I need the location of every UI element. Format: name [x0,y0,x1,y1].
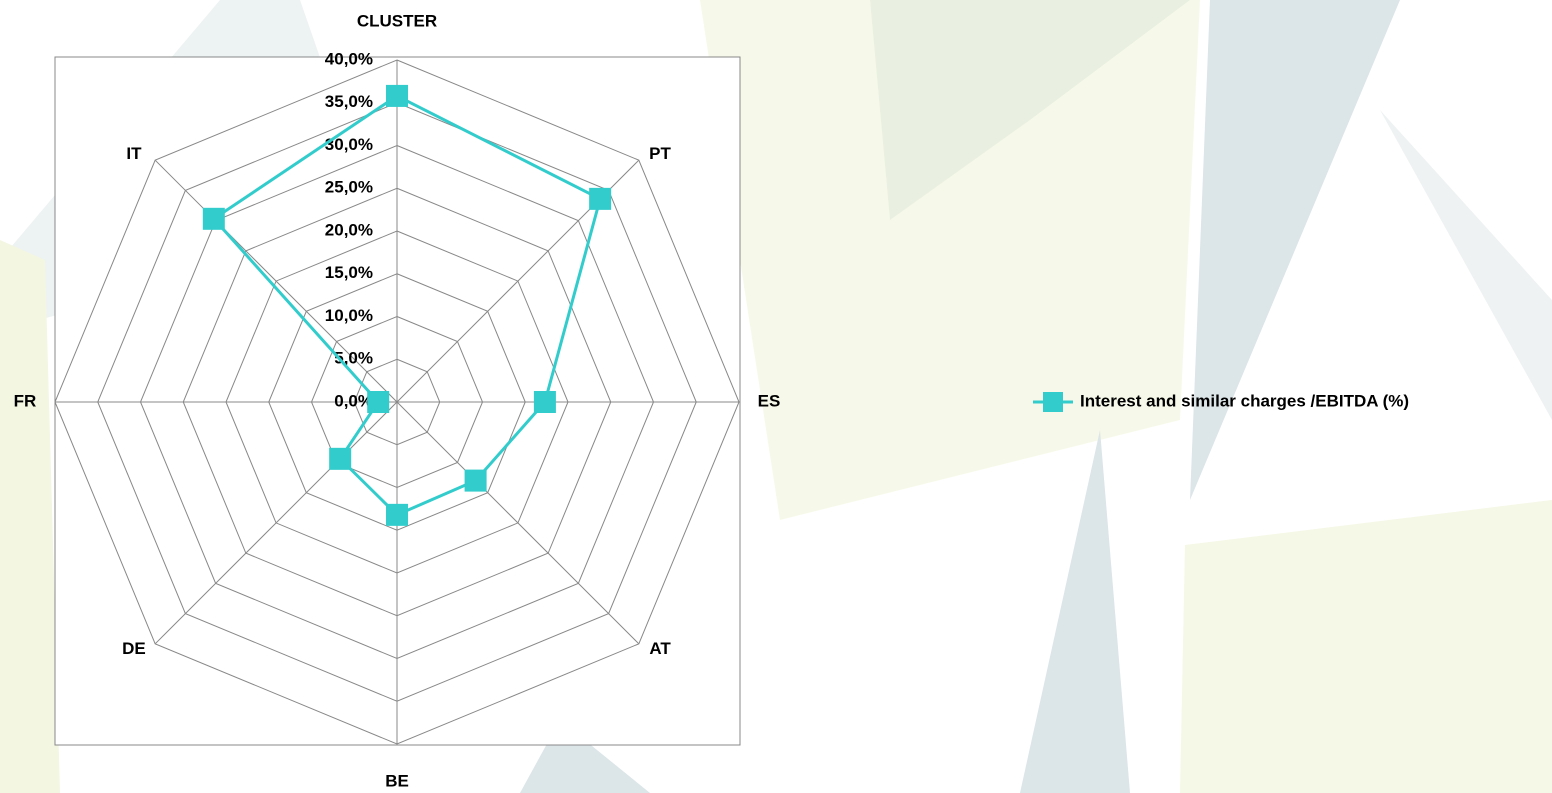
y-tick-label: 25,0% [325,178,373,197]
category-label: FR [14,391,37,410]
bg-shape [1380,110,1552,420]
page: CLUSTERPTESATBEDEFRIT0,0%5,0%10,0%15,0%2… [0,0,1552,793]
legend-label: Interest and similar charges /EBITDA (%) [1080,391,1409,410]
data-point [386,85,408,107]
y-tick-label: 15,0% [325,263,373,282]
y-tick-label: 20,0% [325,220,373,239]
bg-shape [1020,430,1130,793]
bg-shape [0,240,60,793]
data-point [534,391,556,413]
category-label: AT [649,639,671,658]
data-point [329,448,351,470]
chart: CLUSTERPTESATBEDEFRIT0,0%5,0%10,0%15,0%2… [0,0,1552,793]
category-label: IT [126,144,142,163]
bg-shape [1180,500,1552,793]
data-point [386,504,408,526]
category-label: ES [758,391,781,410]
category-label: DE [122,639,146,658]
data-point [589,188,611,210]
y-tick-label: 35,0% [325,92,373,111]
category-label: BE [385,771,409,790]
data-point [465,470,487,492]
legend-marker [1043,392,1063,412]
category-label: CLUSTER [357,11,437,30]
y-tick-label: 0,0% [334,391,373,410]
data-point [367,391,389,413]
category-label: PT [649,144,671,163]
y-tick-label: 40,0% [325,49,373,68]
y-tick-label: 10,0% [325,306,373,325]
bg-shape [1190,0,1400,500]
data-point [203,208,225,230]
